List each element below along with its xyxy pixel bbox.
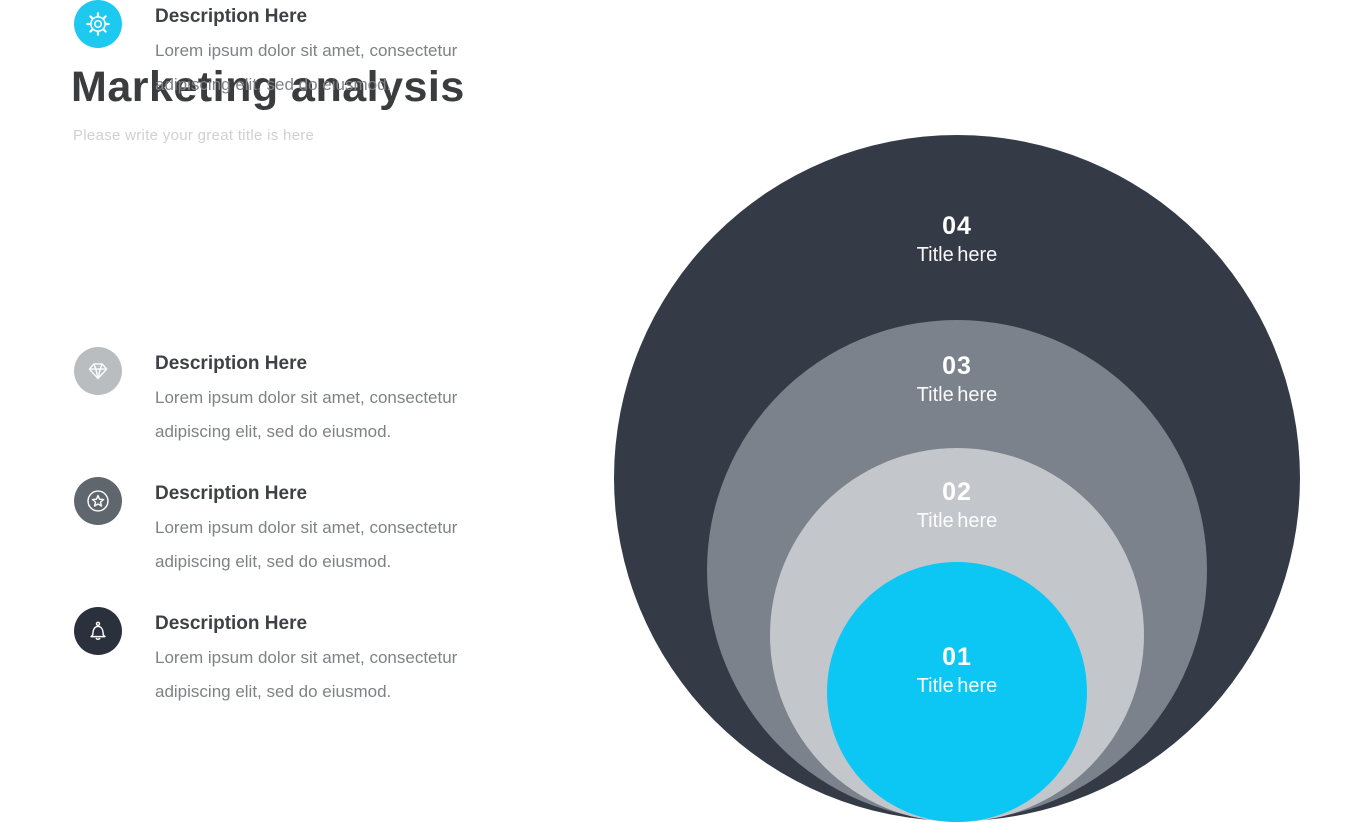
- star-icon: [74, 477, 122, 525]
- ring-title: Title here: [916, 384, 998, 406]
- ring-number: 02: [942, 478, 972, 506]
- feature-description: Lorem ipsum dolor sit amet, consectetur …: [155, 388, 458, 441]
- feature-item-2: Description Here Lorem ipsum dolor sit a…: [74, 347, 544, 449]
- feature-description: Lorem ipsum dolor sit amet, consectetur …: [155, 41, 458, 94]
- feature-title: Description Here: [155, 6, 308, 27]
- ring-title: Title here: [916, 244, 998, 266]
- ring-title: Title here: [916, 510, 998, 532]
- feature-title: Description Here: [155, 613, 308, 634]
- feature-item-1: Description Here Lorem ipsum dolor sit a…: [74, 0, 544, 102]
- feature-title: Description Here: [155, 483, 308, 504]
- feature-description: Lorem ipsum dolor sit amet, consectetur …: [155, 648, 458, 701]
- ring-number: 04: [942, 212, 972, 240]
- diagram-label-04: 04 Title here: [807, 211, 1107, 269]
- feature-description: Lorem ipsum dolor sit amet, consectetur …: [155, 518, 458, 571]
- diamond-icon: [74, 347, 122, 395]
- diagram-label-02: 02 Title here: [807, 477, 1107, 535]
- ring-number: 03: [942, 352, 972, 380]
- feature-title: Description Here: [155, 353, 308, 374]
- page-subtitle: Please write your great title is here: [73, 127, 315, 144]
- feature-item-4: Description Here Lorem ipsum dolor sit a…: [74, 607, 544, 709]
- diagram-label-01: 01 Title here: [807, 642, 1107, 700]
- page-title: Marketing analysis: [71, 63, 465, 111]
- bell-icon: [74, 607, 122, 655]
- diagram-label-03: 03 Title here: [807, 351, 1107, 409]
- gear-icon: [74, 0, 122, 48]
- feature-item-3: Description Here Lorem ipsum dolor sit a…: [74, 477, 544, 579]
- ring-title: Title here: [916, 675, 998, 697]
- ring-number: 01: [942, 643, 972, 671]
